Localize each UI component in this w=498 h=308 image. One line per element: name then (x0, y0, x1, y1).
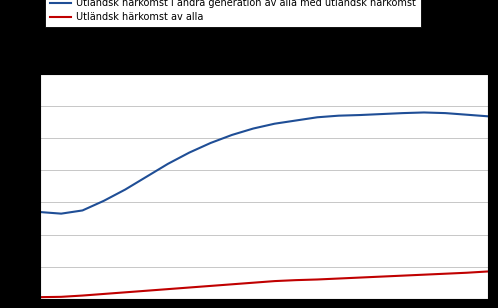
Utländsk härkomst i andra generation av alla med utländsk härkomst (378, 112, 384, 116)
Legend: Utländsk härkomst i andra generation av alla med utländsk härkomst, Utländsk här: Utländsk härkomst i andra generation av … (45, 0, 420, 27)
Utländsk härkomst i andra generation av alla med utländsk härkomst (37, 210, 43, 214)
Utländsk härkomst av alla (378, 275, 384, 278)
Utländsk härkomst i andra generation av alla med utländsk härkomst (357, 113, 363, 117)
Utländsk härkomst av alla (314, 278, 320, 281)
Utländsk härkomst av alla (250, 281, 256, 285)
Utländsk härkomst i andra generation av alla med utländsk härkomst (314, 116, 320, 119)
Utländsk härkomst av alla (336, 277, 342, 280)
Utländsk härkomst i andra generation av alla med utländsk härkomst (271, 122, 277, 126)
Utländsk härkomst i andra generation av alla med utländsk härkomst (442, 111, 448, 115)
Utländsk härkomst i andra generation av alla med utländsk härkomst (400, 111, 406, 115)
Utländsk härkomst i andra generation av alla med utländsk härkomst (122, 188, 128, 191)
Utländsk härkomst i andra generation av alla med utländsk härkomst (250, 127, 256, 130)
Utländsk härkomst av alla (485, 270, 491, 273)
Line: Utländsk härkomst i andra generation av alla med utländsk härkomst: Utländsk härkomst i andra generation av … (40, 112, 488, 214)
Utländsk härkomst av alla (208, 284, 214, 288)
Utländsk härkomst i andra generation av alla med utländsk härkomst (143, 175, 149, 179)
Utländsk härkomst av alla (464, 271, 470, 275)
Utländsk härkomst av alla (400, 274, 406, 278)
Utländsk härkomst av alla (101, 292, 107, 296)
Utländsk härkomst i andra generation av alla med utländsk härkomst (336, 114, 342, 118)
Utländsk härkomst av alla (143, 289, 149, 293)
Utländsk härkomst av alla (58, 295, 64, 299)
Utländsk härkomst av alla (80, 294, 86, 298)
Utländsk härkomst i andra generation av alla med utländsk härkomst (464, 113, 470, 116)
Utländsk härkomst i andra generation av alla med utländsk härkomst (229, 133, 235, 137)
Utländsk härkomst av alla (293, 278, 299, 282)
Utländsk härkomst i andra generation av alla med utländsk härkomst (485, 115, 491, 118)
Utländsk härkomst i andra generation av alla med utländsk härkomst (421, 111, 427, 114)
Utländsk härkomst av alla (186, 286, 192, 290)
Utländsk härkomst i andra generation av alla med utländsk härkomst (186, 151, 192, 154)
Utländsk härkomst i andra generation av alla med utländsk härkomst (293, 119, 299, 122)
Utländsk härkomst i andra generation av alla med utländsk härkomst (165, 162, 171, 166)
Utländsk härkomst i andra generation av alla med utländsk härkomst (101, 199, 107, 203)
Utländsk härkomst av alla (122, 290, 128, 294)
Utländsk härkomst av alla (165, 287, 171, 291)
Utländsk härkomst i andra generation av alla med utländsk härkomst (58, 212, 64, 216)
Utländsk härkomst av alla (271, 279, 277, 283)
Utländsk härkomst av alla (421, 273, 427, 277)
Line: Utländsk härkomst av alla: Utländsk härkomst av alla (40, 271, 488, 297)
Utländsk härkomst av alla (229, 282, 235, 286)
Utländsk härkomst av alla (357, 276, 363, 279)
Utländsk härkomst av alla (442, 272, 448, 276)
Utländsk härkomst av alla (37, 295, 43, 299)
Utländsk härkomst i andra generation av alla med utländsk härkomst (208, 141, 214, 145)
Utländsk härkomst i andra generation av alla med utländsk härkomst (80, 209, 86, 212)
